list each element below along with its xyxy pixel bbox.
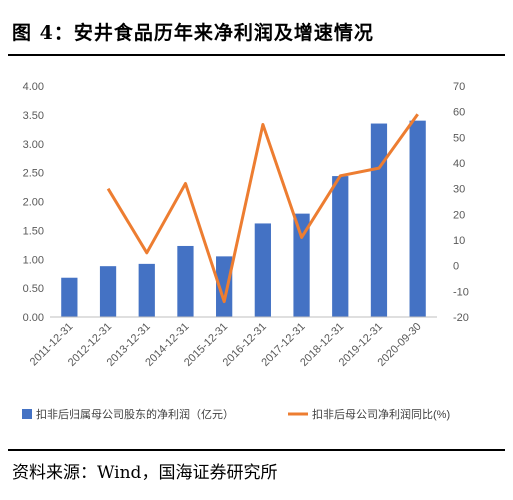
y-left-tick-label: 3.00 bbox=[23, 139, 44, 151]
y-right-tick-label: 0 bbox=[453, 261, 459, 273]
bar bbox=[293, 213, 310, 317]
source-note: 资料来源：Wind，国海证券研究所 bbox=[12, 463, 278, 483]
bar bbox=[332, 176, 349, 317]
y-right-tick-label: -20 bbox=[453, 312, 469, 324]
y-right-tick-label: -10 bbox=[453, 286, 469, 298]
bar bbox=[409, 120, 426, 318]
legend-bar-swatch bbox=[22, 409, 32, 419]
bar bbox=[61, 277, 78, 317]
y-left-tick-label: 3.50 bbox=[23, 110, 44, 122]
legend-line-label: 扣非后母公司净利润同比(%) bbox=[312, 407, 450, 421]
bar bbox=[254, 223, 271, 317]
y-left-tick-label: 1.00 bbox=[23, 254, 44, 266]
y-left-tick-label: 0.00 bbox=[23, 312, 44, 324]
y-right-tick-label: 70 bbox=[453, 81, 465, 93]
growth-line bbox=[106, 113, 419, 304]
y-left-tick-label: 2.50 bbox=[23, 168, 44, 180]
y-left-tick-label: 2.00 bbox=[23, 197, 44, 209]
figure-header: 图 4：安井食品历年来净利润及增速情况 bbox=[0, 0, 513, 56]
y-right-tick-label: 10 bbox=[453, 235, 465, 247]
y-left-tick-label: 4.00 bbox=[23, 81, 44, 93]
bar bbox=[138, 263, 155, 317]
y-right-tick-label: 30 bbox=[453, 184, 465, 196]
y-left-tick-label: 1.50 bbox=[23, 225, 44, 237]
source-rule bbox=[8, 449, 505, 451]
title-rule bbox=[8, 54, 505, 56]
y-right-tick-label: 20 bbox=[453, 209, 465, 221]
y-right-tick-label: 60 bbox=[453, 107, 465, 119]
y-right-tick-label: 40 bbox=[453, 158, 465, 170]
bar bbox=[370, 123, 388, 317]
bar bbox=[99, 266, 117, 317]
legend-bar-label: 扣非后归属母公司股东的净利润（亿元） bbox=[36, 407, 234, 421]
bar bbox=[177, 245, 194, 317]
bar bbox=[216, 256, 233, 317]
figure-title: 图 4：安井食品历年来净利润及增速情况 bbox=[12, 22, 374, 44]
y-right-tick-label: 50 bbox=[453, 132, 465, 144]
y-left-tick-label: 0.50 bbox=[23, 283, 44, 295]
chart: 0.00 0.50 1.00 1.50 2.00 2.50 3.00 3.50 4.00 -20 -… bbox=[22, 81, 469, 421]
